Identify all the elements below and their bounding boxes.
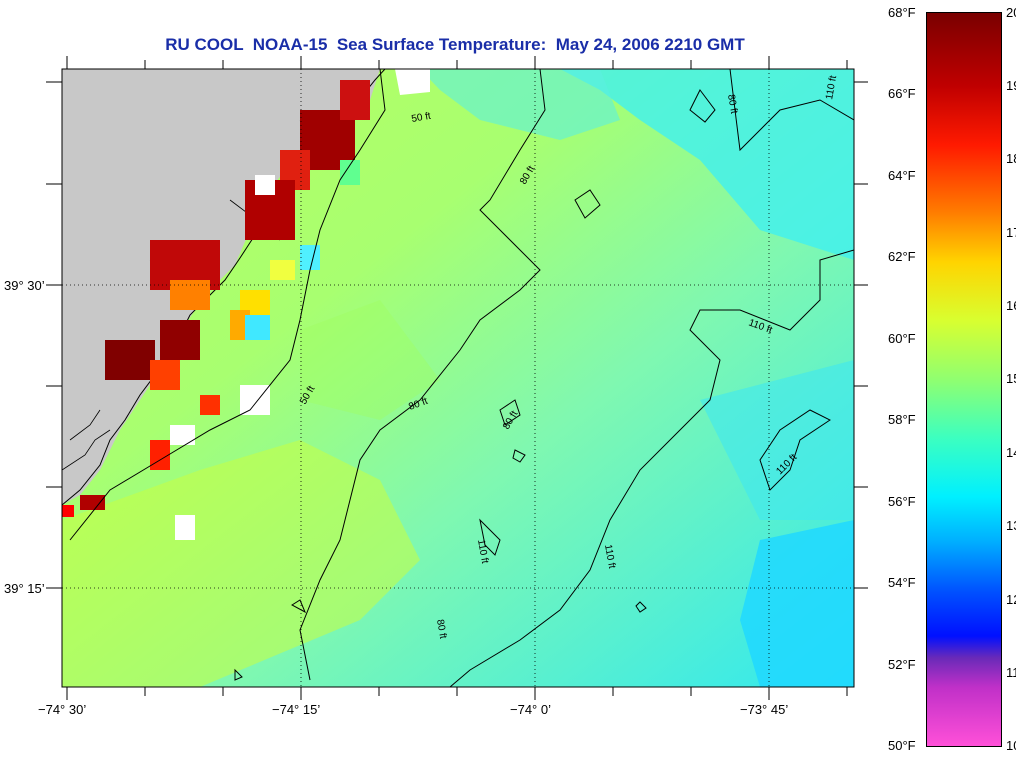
colorbar-c-label: 15°C [1006,371,1016,386]
lat-label-39-15: 39° 15’ [4,581,45,596]
depth-contours [69,69,854,687]
colorbar-f-label: 56°F [888,494,916,509]
temperature-colorbar [926,12,1002,747]
colorbar-f-label: 62°F [888,249,916,264]
lon-label-74-0: −74° 0’ [510,702,551,717]
colorbar-c-label: 14°C [1006,445,1016,460]
axis-ticks [46,56,868,700]
svg-text:110 ft: 110 ft [602,544,617,570]
colorbar-c-label: 12°C [1006,592,1016,607]
warm-water-band [62,80,370,540]
colorbar-f-label: 60°F [888,331,916,346]
colorbar-f-label: 50°F [888,738,916,753]
svg-text:50 ft: 50 ft [411,111,432,125]
land-area [62,69,380,505]
colorbar-c-label: 18°C [1006,151,1016,166]
lon-label-73-45: −73° 45’ [740,702,789,717]
colorbar-f-label: 66°F [888,86,916,101]
map-title: RU COOL NOAA-15 Sea Surface Temperature:… [165,35,745,54]
colorbar-c-label: 13°C [1006,518,1016,533]
colorbar-f-label: 54°F [888,575,916,590]
svg-text:80 ft: 80 ft [725,94,739,115]
lon-label-74-15: −74° 15’ [272,702,321,717]
colorbar-c-label: 19°C [1006,78,1016,93]
lat-label-39-30: 39° 30’ [4,278,45,293]
colorbar-c-label: 10°C [1006,738,1016,753]
colorbar-f-label: 68°F [888,5,916,20]
svg-text:110 ft: 110 ft [824,74,839,100]
colorbar-f-label: 52°F [888,657,916,672]
colorbar-f-label: 58°F [888,412,916,427]
colorbar-c-label: 17°C [1006,225,1016,240]
grid-lines [62,69,854,687]
svg-text:110 ft: 110 ft [475,539,490,565]
colorbar-c-label: 11°C [1006,665,1016,680]
plot-area: 50 ft 50 ft 80 ft 80 ft 80 ft 80 ft 80 f… [62,69,854,687]
colorbar-c-label: 16°C [1006,298,1016,313]
colorbar-c-label: 20°C [1006,5,1016,20]
lon-label-74-30: −74° 30’ [38,702,87,717]
colorbar-f-label: 64°F [888,168,916,183]
svg-text:80 ft: 80 ft [434,619,448,640]
